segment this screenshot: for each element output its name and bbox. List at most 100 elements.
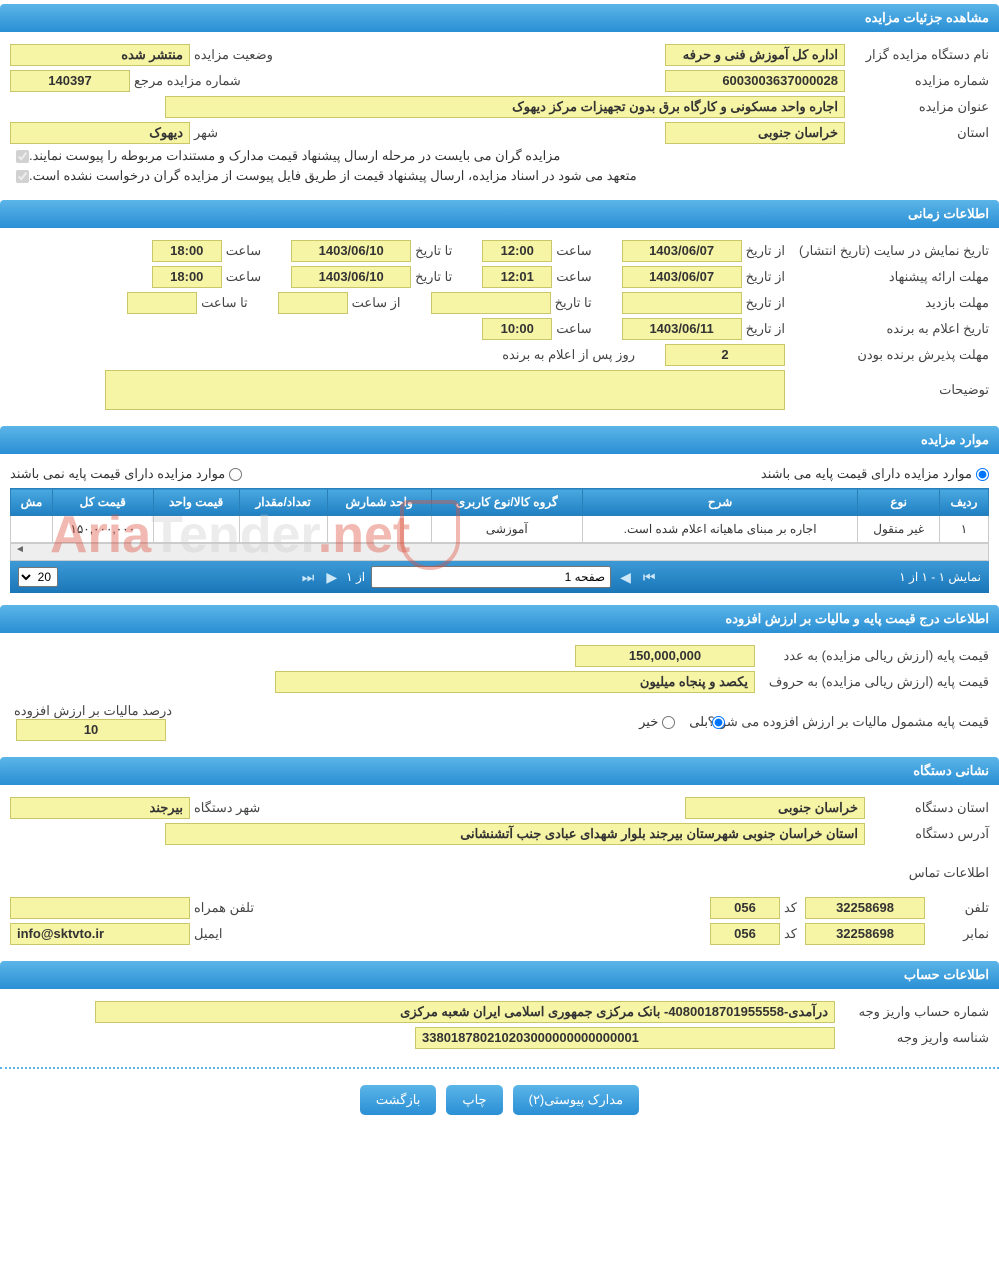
base-num-value: 150,000,000 (575, 645, 755, 667)
visit-label: مهلت بازدید (789, 295, 989, 311)
attachments-button[interactable]: مدارک پیوستی(۲) (513, 1085, 640, 1115)
from-hour-label: از ساعت (352, 295, 401, 311)
title-label: عنوان مزایده (849, 99, 989, 115)
hour-label-5: ساعت (556, 321, 591, 337)
from-label-2: از تاریخ (746, 269, 785, 285)
vat-no-option[interactable]: خیر (639, 714, 675, 730)
base-num-label: قیمت پایه (ارزش ریالی مزایده) به عدد (759, 648, 989, 664)
org-label: نام دستگاه مزایده گزار (849, 47, 989, 63)
action-bar: مدارک پیوستی(۲) چاپ بازگشت (0, 1075, 999, 1125)
status-value: منتشر شده (10, 44, 190, 66)
ref-no-value: 140397 (10, 70, 130, 92)
hour-label-1: ساعت (556, 243, 591, 259)
pager-size-select[interactable]: 20 (18, 567, 58, 587)
vat-yes-radio[interactable] (712, 716, 725, 729)
vat-yes-label: بلی (689, 714, 708, 730)
phone-code-value: 056 (710, 897, 780, 919)
org-value: اداره کل آموزش فنی و حرفه (665, 44, 845, 66)
hour-label-3: ساعت (556, 269, 591, 285)
auction-no-label: شماره مزایده (849, 73, 989, 89)
table-header-cell: گروه کالا/نوع کاربری (431, 489, 582, 516)
from-label-1: از تاریخ (746, 243, 785, 259)
pager-first[interactable]: ⏮ (640, 569, 659, 586)
table-header-cell: قیمت واحد (153, 489, 239, 516)
section-body-account: شماره حساب واریز وجه درآمدی-408001870195… (0, 989, 999, 1061)
vat-yes-option[interactable]: بلی (689, 714, 725, 730)
base-word-label: قیمت پایه (ارزش ریالی مزایده) به حروف (759, 674, 989, 690)
has-base-radio[interactable] (976, 468, 989, 481)
offer-to-date: 1403/06/10 (291, 266, 411, 288)
section-header-price: اطلاعات درج قیمت پایه و مالیات بر ارزش ا… (0, 605, 999, 633)
org-address-value: استان خراسان جنوبی شهرستان بیرجند بلوار … (165, 823, 865, 845)
status-label: وضعیت مزایده (194, 47, 273, 63)
org-city-value: بیرجند (10, 797, 190, 819)
to-label-2: تا تاریخ (415, 269, 452, 285)
visit-from-hour (278, 292, 348, 314)
pager-prev[interactable]: ◀ (617, 569, 634, 586)
city-value: دیهوک (10, 122, 190, 144)
email-label: ایمیل (194, 926, 223, 942)
to-label-1: تا تاریخ (415, 243, 452, 259)
accept-suffix: روز پس از اعلام به برنده (502, 347, 635, 363)
pager-next[interactable]: ▶ (323, 569, 340, 586)
pager-display: نمایش ۱ - ۱ از ۱ (899, 570, 981, 584)
has-base-label: موارد مزایده دارای قیمت پایه می باشند (761, 466, 972, 482)
acc-label: شماره حساب واریز وجه (839, 1004, 989, 1020)
publish-from-hour: 12:00 (482, 240, 552, 262)
vat-pct-value: 10 (16, 719, 166, 741)
check2-box (16, 170, 29, 183)
winner-date: 1403/06/11 (622, 318, 742, 340)
vat-pct-label: درصد مالیات بر ارزش افزوده (14, 703, 172, 719)
contact-body: تلفن 32258698 کد 056 تلفن همراه نمابر 32… (0, 885, 999, 957)
visit-to-date (431, 292, 551, 314)
mobile-label: تلفن همراه (194, 900, 254, 916)
section-body-time: تاریخ نمایش در سایت (تاریخ انتشار) از تا… (0, 228, 999, 422)
table-cell (11, 516, 53, 543)
acc-value: درآمدی-4080018701955558- بانک مرکزی جمهو… (95, 1001, 835, 1023)
pager-page-input[interactable] (371, 566, 611, 588)
desc-label: توضیحات (789, 382, 989, 398)
offer-to-hour: 18:00 (152, 266, 222, 288)
vat-no-radio[interactable] (662, 716, 675, 729)
section-header-details: مشاهده جزئیات مزایده (0, 4, 999, 32)
table-header-cell: واحد شمارش (327, 489, 431, 516)
check1-box (16, 150, 29, 163)
section-body-details: نام دستگاه مزایده گزار اداره کل آموزش فن… (0, 32, 999, 196)
accid-label: شناسه واریز وجه (839, 1030, 989, 1046)
table-cell: آموزشی (431, 516, 582, 543)
table-cell (239, 516, 327, 543)
vat-no-label: خیر (639, 714, 658, 730)
to-label-3: تا تاریخ (555, 295, 592, 311)
no-base-radio[interactable] (229, 468, 242, 481)
from-label-3: از تاریخ (746, 295, 785, 311)
section-header-items: موارد مزایده (0, 426, 999, 454)
table-header-cell: ردیف (940, 489, 989, 516)
print-button[interactable]: چاپ (446, 1085, 502, 1115)
org-address-label: آدرس دستگاه (869, 826, 989, 842)
org-province-label: استان دستگاه (869, 800, 989, 816)
section-header-org: نشانی دستگاه (0, 757, 999, 785)
province-label: استان (849, 125, 989, 141)
pager-last[interactable]: ⏭ (299, 569, 318, 586)
table-cell (153, 516, 239, 543)
no-base-option[interactable]: موارد مزایده دارای قیمت پایه نمی باشند (10, 466, 242, 482)
desc-value (105, 370, 785, 410)
table-header-cell: نوع (858, 489, 940, 516)
table-scrollbar[interactable] (10, 543, 989, 561)
table-cell (327, 516, 431, 543)
accept-label: مهلت پذیرش برنده بودن (789, 347, 989, 363)
base-word-value: یکصد و پنجاه میلیون (275, 671, 755, 693)
org-city-label: شهر دستگاه (194, 800, 260, 816)
province-value: خراسان جنوبی (665, 122, 845, 144)
mobile-value (10, 897, 190, 919)
accid-value: 338018780210203000000000000001 (415, 1027, 835, 1049)
publish-label: تاریخ نمایش در سایت (تاریخ انتشار) (789, 243, 989, 259)
ref-no-label: شماره مزایده مرجع (134, 73, 241, 89)
back-button[interactable]: بازگشت (360, 1085, 436, 1115)
to-hour-label: تا ساعت (201, 295, 248, 311)
phone-code-label: کد (784, 900, 797, 916)
has-base-option[interactable]: موارد مزایده دارای قیمت پایه می باشند (761, 466, 989, 482)
from-label-4: از تاریخ (746, 321, 785, 337)
hour-label-2: ساعت (226, 243, 261, 259)
table-header-cell: قیمت کل (52, 489, 153, 516)
